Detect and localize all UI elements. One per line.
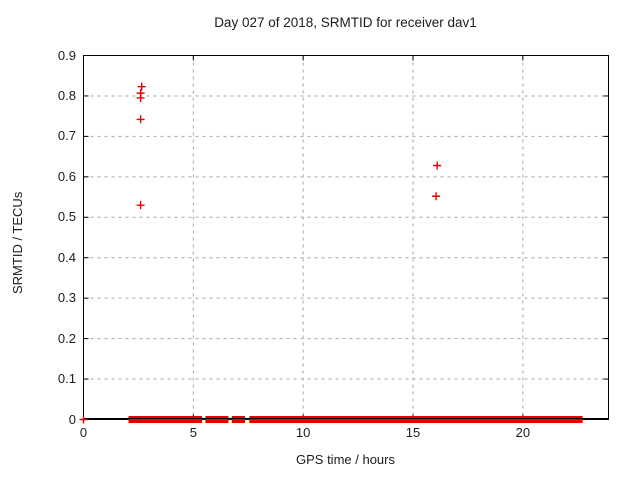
data-point-marker [136, 115, 145, 124]
y-tick-label: 0.1 [57, 371, 76, 387]
y-tick-label: 0 [68, 411, 76, 427]
y-tick-label: 0.4 [57, 249, 76, 265]
data-point-marker [136, 201, 145, 210]
y-tick-label: 0.3 [57, 290, 76, 306]
data-point-marker [137, 82, 146, 91]
zero-band-segment [249, 416, 583, 423]
x-tick-label: 10 [295, 425, 311, 440]
y-axis-title: SRMTID / TECUs [10, 191, 25, 294]
y-tick-label: 0.7 [57, 128, 76, 144]
zero-band-segment [128, 416, 203, 423]
data-point-marker [432, 192, 441, 201]
x-tick-label: 0 [79, 425, 88, 440]
y-tick-label: 0.9 [57, 47, 76, 63]
y-tick-label: 0.6 [57, 168, 76, 184]
data-point-marker [433, 161, 442, 170]
y-tick-label: 0.5 [57, 209, 76, 225]
y-tick-label: 0.8 [57, 87, 76, 103]
data-point-marker [79, 415, 88, 424]
x-tick-label: 20 [515, 425, 531, 440]
plot-border [83, 55, 609, 420]
zero-band-segment [231, 416, 245, 423]
data-point-marker [136, 93, 145, 102]
x-tick-label: 5 [189, 425, 197, 440]
zero-band-segment [205, 416, 229, 423]
x-tick-label: 15 [405, 425, 421, 440]
chart-title: Day 027 of 2018, SRMTID for receiver dav… [214, 15, 477, 30]
y-tick-label: 0.2 [57, 330, 76, 346]
x-axis-title: GPS time / hours [296, 452, 395, 467]
